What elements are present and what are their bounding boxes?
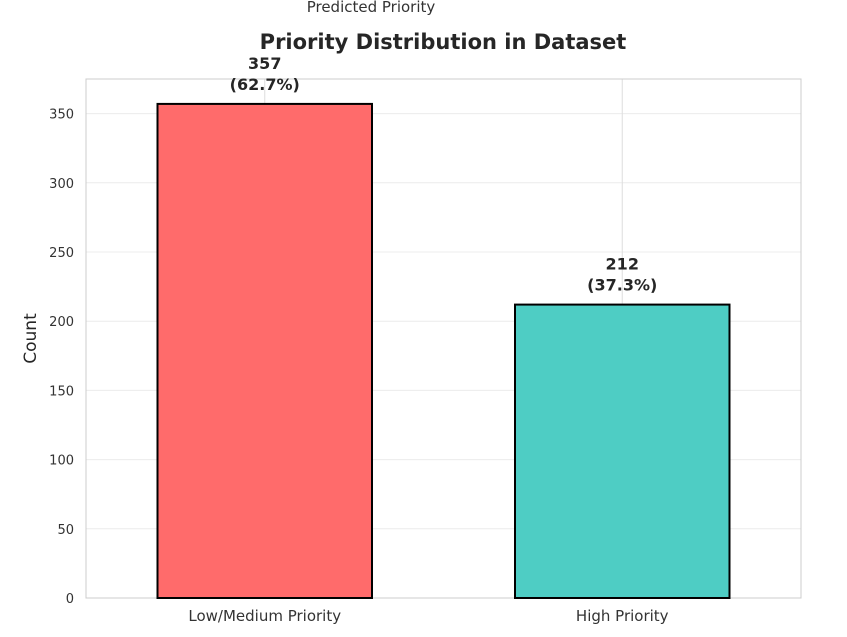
data-labels: 357 (62.7%) 212 (37.3%)	[230, 54, 658, 295]
y-tick-label-6: 300	[49, 177, 74, 192]
y-tick-label-4: 200	[49, 315, 74, 330]
y-tick-label-2: 100	[49, 454, 74, 469]
y-axis-title: Count	[21, 313, 41, 364]
x-tick-label-0: Low/Medium Priority	[188, 607, 341, 625]
data-label-count-1: 212	[606, 255, 639, 274]
bar-0	[156, 102, 373, 600]
plot-frame	[85, 78, 802, 599]
y-tick-label-3: 150	[49, 384, 74, 399]
data-label-pct-1: (37.3%)	[587, 276, 657, 295]
y-tick-label-7: 350	[49, 108, 74, 123]
y-tick-label-1: 50	[57, 523, 74, 538]
data-label-pct-0: (62.7%)	[230, 75, 300, 94]
y-axis-ticks: 0 50 100 150 200 250 300 350	[49, 108, 74, 607]
chart-title: Priority Distribution in Dataset	[260, 30, 627, 54]
bar-1	[514, 303, 731, 599]
data-label-count-0: 357	[248, 54, 281, 73]
top-text: Predicted Priority	[307, 0, 436, 16]
bars	[156, 102, 731, 600]
y-tick-label-5: 250	[49, 246, 74, 261]
x-tick-label-1: High Priority	[576, 607, 669, 625]
x-axis-ticks: Low/Medium Priority High Priority	[188, 607, 668, 625]
y-tick-label-0: 0	[66, 592, 74, 607]
